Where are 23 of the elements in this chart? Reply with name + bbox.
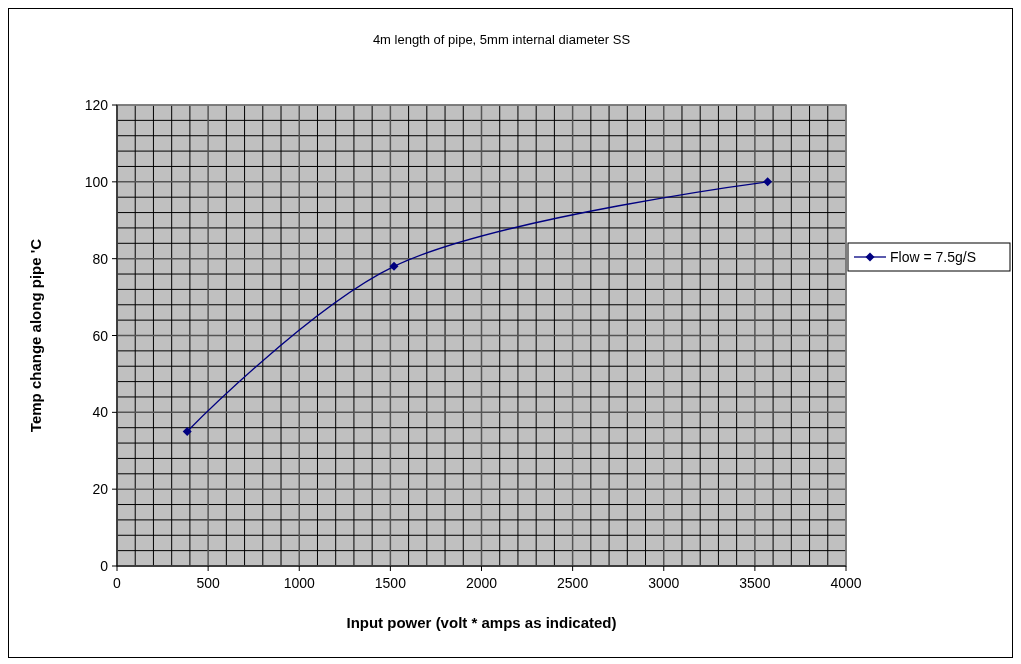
y-tick-label: 100 — [84, 173, 109, 190]
y-tick-label: 60 — [92, 327, 109, 344]
y-tick-label: 40 — [92, 404, 109, 421]
x-tick-label: 2500 — [557, 575, 589, 591]
x-tick-label: 2000 — [465, 575, 498, 591]
chart-title: 4m length of pipe, 5mm internal diameter SS — [372, 32, 631, 47]
x-tick-label: 1000 — [283, 575, 316, 591]
y-axis-title: Temp change along pipe 'C — [27, 238, 44, 433]
y-tick-label: 120 — [84, 97, 109, 113]
y-tick-label: 20 — [92, 481, 109, 498]
point — [182, 427, 192, 437]
y-tick-label: 80 — [92, 250, 109, 267]
x-tick-label: 1500 — [374, 575, 407, 591]
point — [763, 177, 773, 187]
x-tick-label: 3000 — [648, 575, 680, 591]
legend-label: Flow = 7.5g/S — [890, 249, 976, 265]
x-tick-label: 0 — [113, 575, 122, 591]
x-tick-label: 500 — [196, 575, 221, 591]
y-tick-label: 0 — [100, 558, 109, 574]
x-tick-label: 4000 — [830, 575, 862, 591]
x-tick-label: 3500 — [739, 575, 771, 591]
x-axis-title: Input power (volt * amps as indicated) — [346, 614, 617, 631]
point — [389, 261, 399, 271]
